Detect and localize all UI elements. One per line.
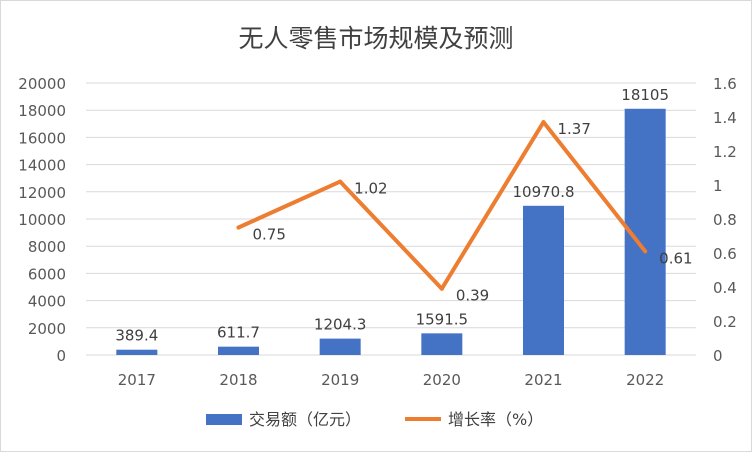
- left-tick-label: 4000: [28, 293, 66, 311]
- gridlines: [86, 82, 696, 329]
- right-tick-label: 1.6: [713, 75, 737, 93]
- legend-label-bar: 交易额（亿元）: [249, 410, 361, 429]
- right-tick-label: 0: [713, 347, 723, 365]
- left-tick-label: 16000: [18, 129, 66, 147]
- legend: 交易额（亿元） 增长率（%）: [206, 410, 543, 429]
- bar-data-label: 1204.3: [314, 316, 367, 334]
- x-axis: 2017 2018 2019 2020 2021 2022: [86, 354, 696, 389]
- line-data-label: 1.02: [354, 180, 387, 198]
- right-tick-label: 0.8: [713, 211, 737, 229]
- left-y-axis: 0 2000 4000 6000 8000 10000 12000 14000 16000 180…: [18, 75, 66, 365]
- left-tick-label: 18000: [18, 102, 66, 120]
- left-tick-label: 14000: [18, 157, 66, 175]
- growth-rate-line: [236, 120, 648, 291]
- right-tick-label: 0.6: [713, 245, 737, 263]
- bar-data-label: 389.4: [115, 327, 158, 345]
- line-data-label: 0.61: [659, 249, 692, 267]
- bar-data-label: 1591.5: [416, 310, 469, 328]
- right-tick-label: 0.2: [713, 313, 737, 331]
- line-point-2020: [439, 286, 444, 291]
- bar-data-label: 611.7: [217, 324, 260, 342]
- line-point-2022: [643, 249, 648, 254]
- x-tick-label: 2021: [524, 371, 562, 389]
- x-tick-label: 2017: [118, 371, 156, 389]
- x-tick-label: 2019: [321, 371, 359, 389]
- left-tick-label: 0: [56, 347, 66, 365]
- bar-data-label: 18105: [621, 86, 669, 104]
- left-tick-label: 12000: [18, 184, 66, 202]
- bar-2021: [523, 205, 564, 355]
- left-tick-label: 20000: [18, 75, 66, 93]
- chart-title: 无人零售市场规模及预测: [238, 24, 513, 53]
- x-tick-label: 2018: [219, 371, 257, 389]
- x-tick-label: 2020: [423, 371, 461, 389]
- line-data-label: 0.75: [253, 226, 286, 244]
- right-tick-label: 1: [713, 177, 723, 195]
- x-tick-label: 2022: [626, 371, 664, 389]
- right-y-axis: 0 0.2 0.4 0.6 0.8 1 1.2 1.4 1.6: [713, 75, 737, 365]
- left-tick-label: 2000: [28, 320, 66, 338]
- right-tick-label: 0.4: [713, 279, 737, 297]
- line-series: 0.75 1.02 0.39 1.37 0.61: [236, 120, 693, 305]
- left-tick-label: 8000: [28, 238, 66, 256]
- line-data-label: 0.39: [456, 287, 489, 305]
- bar-2020: [421, 333, 463, 355]
- line-point-2019: [338, 179, 343, 184]
- bar-2017: [116, 349, 158, 355]
- bar-series: 389.4 611.7 1204.3 1591.5 10970.8 18105: [115, 86, 669, 355]
- bar-data-label: 10970.8: [512, 183, 574, 201]
- line-point-2021: [541, 120, 546, 125]
- left-tick-label: 6000: [28, 265, 66, 283]
- legend-label-line: 增长率（%）: [448, 410, 543, 429]
- line-point-2018: [236, 225, 241, 230]
- bar-2019: [319, 338, 361, 355]
- right-tick-label: 1.4: [713, 109, 737, 127]
- legend-swatch-bar: [206, 414, 242, 425]
- bar-2018: [218, 346, 259, 355]
- right-tick-label: 1.2: [713, 143, 737, 161]
- line-data-label: 1.37: [558, 120, 591, 138]
- left-tick-label: 10000: [18, 211, 66, 229]
